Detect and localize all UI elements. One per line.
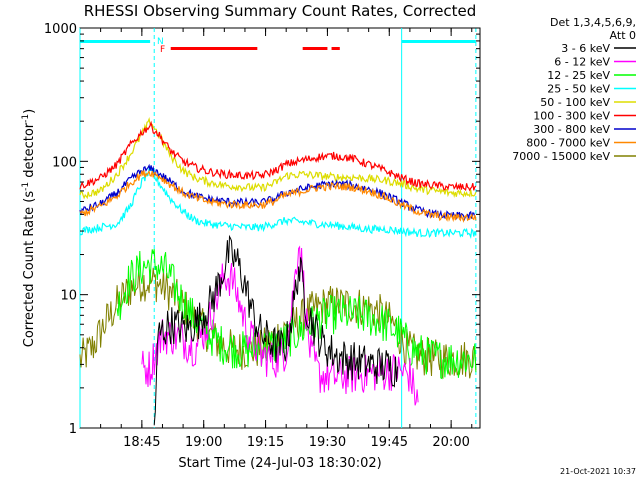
- series-layer: [79, 116, 477, 426]
- night-flag-bar-1: [401, 40, 476, 43]
- x-axis-label: Start Time (24-Jul-03 18:30:02): [178, 456, 381, 471]
- y-tick-label: 10: [60, 289, 77, 304]
- flare-flag-bar-1: [302, 47, 328, 50]
- legend-label-2: 12 - 25 keV: [547, 69, 610, 82]
- series-line-4: [79, 116, 477, 200]
- axes: 1 10 100 1000 18:45 19:00 19:15 19:30 19:45 20:00: [44, 22, 480, 450]
- series-line-2: [116, 249, 477, 380]
- x-tick-label: 19:45: [371, 435, 408, 450]
- legend-label-5: 100 - 300 keV: [533, 110, 610, 123]
- night-flag-bar-0: [80, 40, 151, 43]
- flare-flag-bar-2: [331, 47, 340, 50]
- legend-label-7: 800 - 7000 keV: [526, 137, 610, 150]
- flare-flag-bar-0: [170, 47, 258, 50]
- y-axis-label-middle: detector: [22, 122, 37, 182]
- y-axis-label-main: Corrected Count Rate (s: [22, 191, 37, 348]
- chart-title: RHESSI Observing Summary Count Rates, Co…: [84, 2, 477, 20]
- y-axis-label-exponent-1: -1: [21, 182, 31, 191]
- night-flag-label: N: [157, 37, 164, 47]
- series-line-7: [79, 170, 477, 223]
- x-tick-label: 20:00: [432, 435, 469, 450]
- series-line-8: [79, 265, 477, 380]
- x-tick-label: 19:00: [185, 435, 222, 450]
- legend-label-4: 50 - 100 keV: [540, 96, 610, 109]
- legend-label-1: 6 - 12 keV: [554, 56, 610, 69]
- legend-label-8: 7000 - 15000 keV: [512, 150, 610, 163]
- y-axis-label: Corrected Count Rate (s-1 detector-1): [21, 109, 37, 347]
- series-line-5: [79, 120, 477, 192]
- x-tick-label: 18:45: [123, 435, 160, 450]
- legend-title: Det 1,3,4,5,6,9,: [550, 16, 636, 29]
- legend-label-3: 25 - 50 keV: [547, 83, 610, 96]
- y-axis-label-end: ): [22, 109, 37, 114]
- y-tick-label: 100: [52, 155, 77, 170]
- y-tick-label: 1: [69, 422, 77, 437]
- y-axis-label-exponent-2: -1: [21, 114, 31, 123]
- x-tick-label: 19:30: [309, 435, 346, 450]
- x-tick-label: 19:15: [247, 435, 284, 450]
- series-line-3: [79, 165, 477, 240]
- flare-flag-label: F: [160, 45, 165, 55]
- status-flags: NF: [80, 37, 476, 55]
- legend-label-0: 3 - 6 keV: [561, 42, 610, 55]
- time-markers: [79, 28, 477, 428]
- y-tick-label: 1000: [44, 22, 77, 37]
- series-line-0: [153, 234, 398, 426]
- footer-timestamp: 21-Oct-2021 10:37: [560, 467, 636, 476]
- legend-subtitle: Att 0: [610, 29, 636, 42]
- legend-label-6: 300 - 800 keV: [533, 123, 610, 136]
